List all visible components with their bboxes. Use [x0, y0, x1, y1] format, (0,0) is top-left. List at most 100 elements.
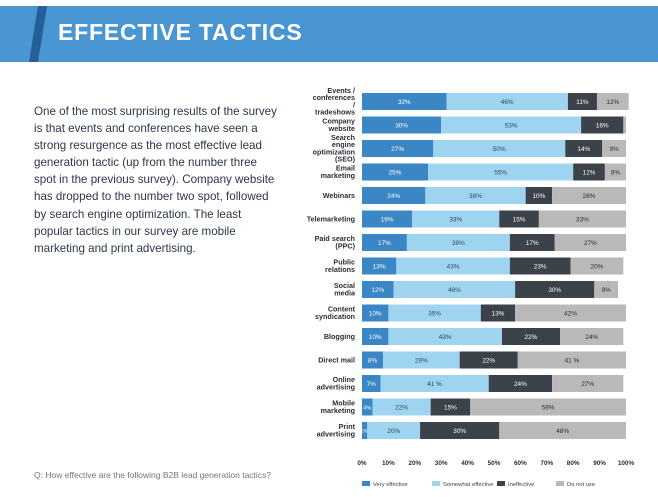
data-label: 30%: [548, 287, 561, 294]
data-label: 4%: [363, 405, 371, 411]
data-label: 41 %: [565, 357, 580, 364]
bar-segment: [446, 93, 568, 110]
data-label: 12%: [583, 169, 596, 176]
x-tick-label: 30%: [435, 460, 448, 467]
category-label: Online advertising: [317, 375, 355, 391]
data-label: 39%: [452, 240, 465, 247]
data-label: 23%: [534, 263, 547, 270]
bar-segment: [581, 116, 624, 134]
bar-segment: [362, 398, 373, 416]
data-label: 25%: [389, 169, 402, 176]
bar-segment: [565, 140, 603, 157]
data-label: 17%: [378, 240, 391, 247]
category-label: Content syndication: [315, 305, 356, 321]
data-label: 10%: [369, 334, 382, 341]
bar-segment: [509, 257, 571, 275]
category-label: Social media: [334, 281, 356, 297]
data-label: 9%: [602, 287, 612, 294]
bar-segment: [517, 351, 626, 369]
data-label: 22%: [482, 357, 495, 364]
bar-segment: [383, 351, 460, 369]
bar-segment: [362, 257, 397, 275]
bar-segment: [362, 140, 434, 157]
data-label: 30%: [395, 122, 408, 129]
bar-segment: [623, 116, 626, 134]
bar-segment: [362, 187, 426, 204]
data-label: 24%: [514, 381, 527, 388]
data-label: 12%: [371, 287, 384, 294]
category-label: Print advertising: [317, 422, 356, 438]
data-label: 8%: [611, 169, 621, 176]
data-label: 11%: [576, 99, 589, 106]
bar-segment: [396, 257, 510, 275]
data-label: 42%: [564, 310, 577, 317]
x-tick-label: 40%: [461, 460, 474, 467]
bar-segment: [362, 116, 442, 134]
category-label: Company website: [322, 117, 355, 133]
data-label: 15%: [513, 216, 526, 223]
bar-segment: [362, 281, 394, 298]
data-label: 30%: [453, 428, 466, 435]
data-label: 12%: [606, 99, 619, 106]
bar-segment: [501, 328, 560, 345]
data-label: 38%: [469, 193, 482, 200]
bar-segment: [459, 351, 518, 369]
bar-segment: [573, 163, 605, 181]
data-label: 53%: [505, 122, 518, 129]
data-label: 32%: [398, 99, 411, 106]
bar-segment: [362, 163, 428, 181]
data-label: 50%: [493, 146, 506, 153]
bar-segment: [570, 257, 624, 275]
bar-segment: [552, 375, 624, 392]
bar-segment: [388, 304, 481, 322]
data-label: 24%: [387, 193, 400, 200]
category-label: Events / conferences / tradeshows: [313, 86, 355, 117]
bar-segment: [428, 163, 574, 181]
bar-segment: [372, 398, 431, 416]
bar-segment: [388, 328, 502, 345]
bar-segment: [560, 328, 624, 345]
x-tick-label: 70%: [540, 460, 553, 467]
data-label: 46%: [448, 287, 461, 294]
x-tick-label: 10%: [382, 460, 395, 467]
category-label: Search engine optimization (SEO): [313, 133, 356, 164]
data-label: 15%: [444, 404, 457, 411]
legend-swatch: [497, 481, 505, 486]
category-label: Webinars: [323, 191, 355, 200]
data-label: 13%: [492, 310, 505, 317]
bar-segment: [362, 375, 381, 392]
bar-segment: [425, 187, 526, 204]
x-tick-label: 50%: [488, 460, 501, 467]
survey-question: Q: How effective are the following B2B l…: [34, 470, 272, 480]
bar-segment: [362, 210, 413, 228]
data-label: 35%: [428, 310, 441, 317]
data-label: 27%: [581, 381, 594, 388]
bar-segment: [393, 281, 516, 298]
body-paragraph: One of the most surprising results of th…: [34, 105, 277, 255]
bar-segment: [406, 234, 510, 251]
legend-label: Somewhat effective: [443, 482, 493, 488]
bar-segment: [596, 93, 629, 110]
bar-segment: [412, 210, 500, 228]
bar-segment: [499, 422, 626, 439]
bar-segment: [362, 351, 384, 369]
bar-segment: [525, 187, 553, 204]
data-label: 48%: [556, 428, 569, 435]
data-label: 27%: [584, 240, 597, 247]
x-tick-label: 80%: [567, 460, 580, 467]
data-label: 43%: [447, 263, 460, 270]
legend-swatch: [556, 481, 564, 486]
data-label: 20%: [591, 263, 604, 270]
legend-swatch: [432, 481, 440, 486]
bar-segment: [538, 210, 626, 228]
bar-segment: [604, 163, 626, 181]
data-label: 22%: [525, 334, 538, 341]
data-label: 33%: [449, 216, 462, 223]
bar-segment: [441, 116, 582, 134]
bar-segment: [488, 375, 553, 392]
data-label: 27%: [391, 146, 404, 153]
bar-segment: [362, 93, 447, 110]
data-label: 59%: [542, 404, 555, 411]
bar-segment: [499, 210, 539, 228]
